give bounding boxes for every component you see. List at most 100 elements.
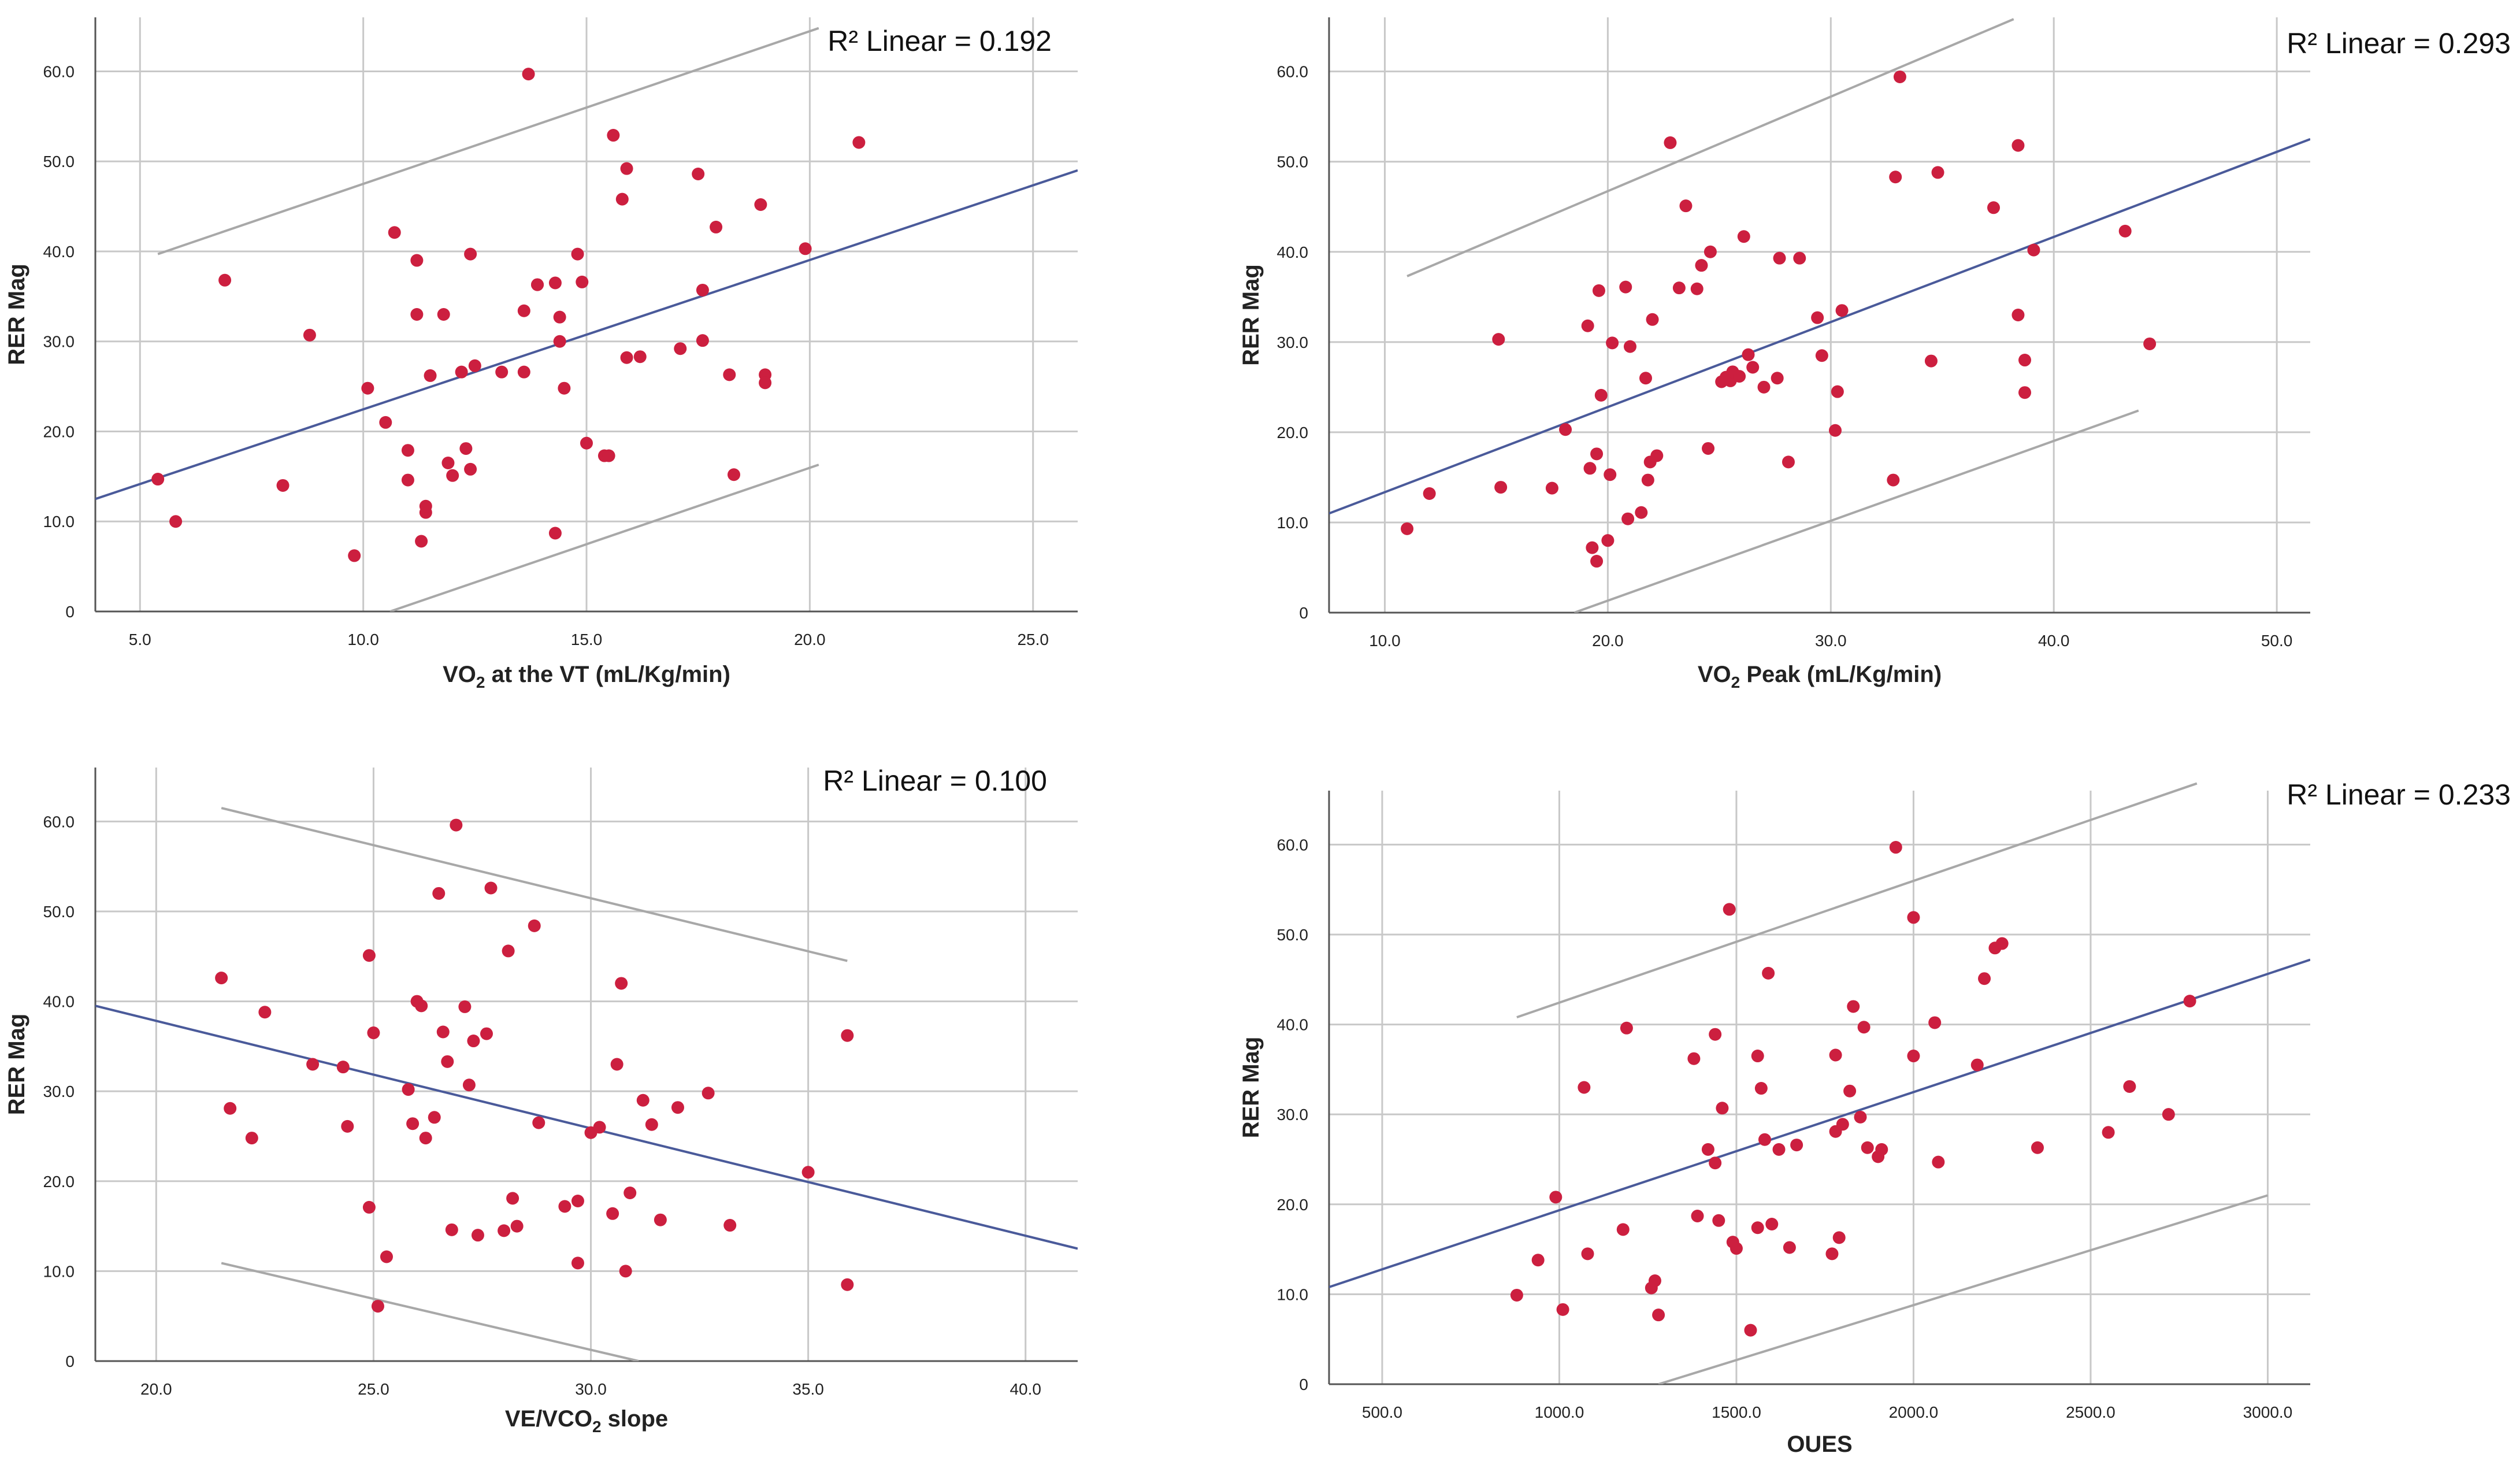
data-point bbox=[432, 887, 446, 900]
data-point bbox=[1932, 1155, 1945, 1169]
data-point bbox=[462, 1078, 476, 1092]
data-point bbox=[1831, 385, 1844, 398]
x-tick-label: 15.0 bbox=[571, 631, 603, 648]
x-tick-label: 10.0 bbox=[347, 631, 379, 648]
data-point bbox=[580, 436, 593, 450]
data-point bbox=[1782, 455, 1795, 469]
data-point bbox=[1772, 1143, 1786, 1156]
lower-prediction-line bbox=[1658, 1194, 2269, 1384]
x-axis-title-main: VE/VCO bbox=[505, 1406, 592, 1432]
data-point bbox=[615, 192, 629, 206]
data-point bbox=[759, 376, 772, 390]
data-point bbox=[623, 1187, 637, 1200]
y-axis-title: RER Mag bbox=[4, 264, 29, 365]
chart-vo2-at-vt: 5.0 10.0 15.0 20.0 25.0 0 10.0 20.0 30.0 40.0 50.0… bbox=[4, 17, 1078, 691]
data-point bbox=[506, 1192, 519, 1205]
data-point bbox=[1857, 1021, 1870, 1034]
data-point bbox=[654, 1213, 667, 1226]
data-point bbox=[1590, 447, 1604, 461]
r2-annotation: R² Linear = 0.192 bbox=[827, 25, 1052, 57]
y-tick-label: 60.0 bbox=[43, 813, 75, 831]
data-point bbox=[1712, 1214, 1725, 1227]
data-point bbox=[1695, 259, 1708, 272]
y-tick-label: 50.0 bbox=[43, 153, 75, 170]
data-point bbox=[1835, 304, 1849, 317]
data-point bbox=[1978, 972, 1991, 985]
fit-line bbox=[1329, 138, 2310, 515]
chart-oues: 500.0 1000.0 1500.0 2000.0 2500.0 3000.0 0 10.0… bbox=[1238, 779, 2511, 1457]
x-axis-title-rest: at the VT (mL/Kg/min) bbox=[485, 662, 730, 687]
data-point bbox=[1423, 487, 1436, 500]
data-point bbox=[1635, 506, 1648, 519]
data-point bbox=[1652, 1308, 1665, 1322]
data-point bbox=[1578, 1081, 1591, 1094]
data-point bbox=[1765, 1218, 1779, 1231]
data-point bbox=[1401, 522, 1414, 535]
data-point bbox=[1751, 1050, 1764, 1063]
data-point bbox=[1702, 442, 1715, 455]
x-tick-label: 25.0 bbox=[1017, 631, 1049, 648]
data-point bbox=[218, 273, 232, 287]
data-point bbox=[1995, 937, 2009, 950]
data-point bbox=[2031, 1141, 2044, 1154]
data-point bbox=[723, 368, 736, 381]
data-point bbox=[1709, 1156, 1722, 1170]
data-point bbox=[754, 198, 767, 211]
data-point bbox=[410, 308, 424, 321]
x-axis-title-subscript: 2 bbox=[476, 673, 485, 691]
data-point bbox=[2011, 139, 2025, 152]
fit-line bbox=[1329, 958, 2310, 1288]
data-point bbox=[620, 162, 633, 175]
data-point bbox=[571, 1256, 584, 1270]
data-point bbox=[1586, 541, 1599, 554]
data-point bbox=[1716, 1102, 1729, 1115]
data-point bbox=[1746, 361, 1760, 374]
data-point bbox=[1641, 473, 1654, 487]
data-point bbox=[558, 381, 571, 395]
x-axis-title: VO2 Peak (mL/Kg/min) bbox=[1698, 662, 1942, 691]
data-point bbox=[1744, 1324, 1757, 1337]
data-point bbox=[1730, 1242, 1743, 1255]
data-point bbox=[215, 972, 228, 985]
data-point bbox=[2143, 337, 2157, 350]
x-axis-title-main: VO bbox=[1698, 662, 1731, 687]
data-point bbox=[437, 308, 450, 321]
data-point bbox=[1754, 1082, 1768, 1095]
data-point bbox=[1621, 512, 1635, 525]
data-point bbox=[571, 1195, 584, 1208]
upper-prediction-line bbox=[221, 807, 848, 962]
data-point bbox=[528, 919, 541, 932]
data-point bbox=[1583, 462, 1597, 475]
data-point bbox=[799, 242, 812, 255]
data-point bbox=[1889, 170, 1902, 184]
data-point bbox=[1907, 1050, 1920, 1063]
x-tick-label: 30.0 bbox=[1815, 632, 1847, 650]
x-tick-label: 3000.0 bbox=[2243, 1403, 2293, 1421]
x-tick-label: 25.0 bbox=[358, 1380, 389, 1398]
y-tick-label: 0 bbox=[65, 603, 75, 621]
data-point bbox=[468, 359, 481, 372]
data-point bbox=[410, 254, 424, 267]
data-point bbox=[1773, 251, 1786, 265]
data-point bbox=[1762, 966, 1775, 980]
data-point bbox=[1494, 481, 1508, 494]
upper-prediction-line bbox=[157, 27, 819, 255]
data-point bbox=[1604, 468, 1617, 481]
x-axis-title-subscript: 2 bbox=[1731, 673, 1740, 691]
upper-prediction-line bbox=[1516, 782, 2198, 1019]
data-point bbox=[371, 1300, 384, 1313]
y-tick-label: 10.0 bbox=[1277, 1285, 1309, 1303]
data-point bbox=[1590, 555, 1604, 568]
data-point bbox=[348, 549, 361, 562]
data-point bbox=[558, 1200, 571, 1213]
data-point bbox=[1687, 1052, 1701, 1065]
data-point bbox=[1924, 354, 1938, 368]
data-point bbox=[1559, 423, 1572, 436]
data-point bbox=[620, 351, 633, 364]
data-point bbox=[498, 1224, 511, 1237]
data-point bbox=[459, 442, 473, 455]
data-point bbox=[610, 1058, 623, 1071]
data-point bbox=[1815, 349, 1828, 362]
x-tick-label: 20.0 bbox=[1592, 632, 1624, 650]
data-point bbox=[1606, 336, 1619, 350]
